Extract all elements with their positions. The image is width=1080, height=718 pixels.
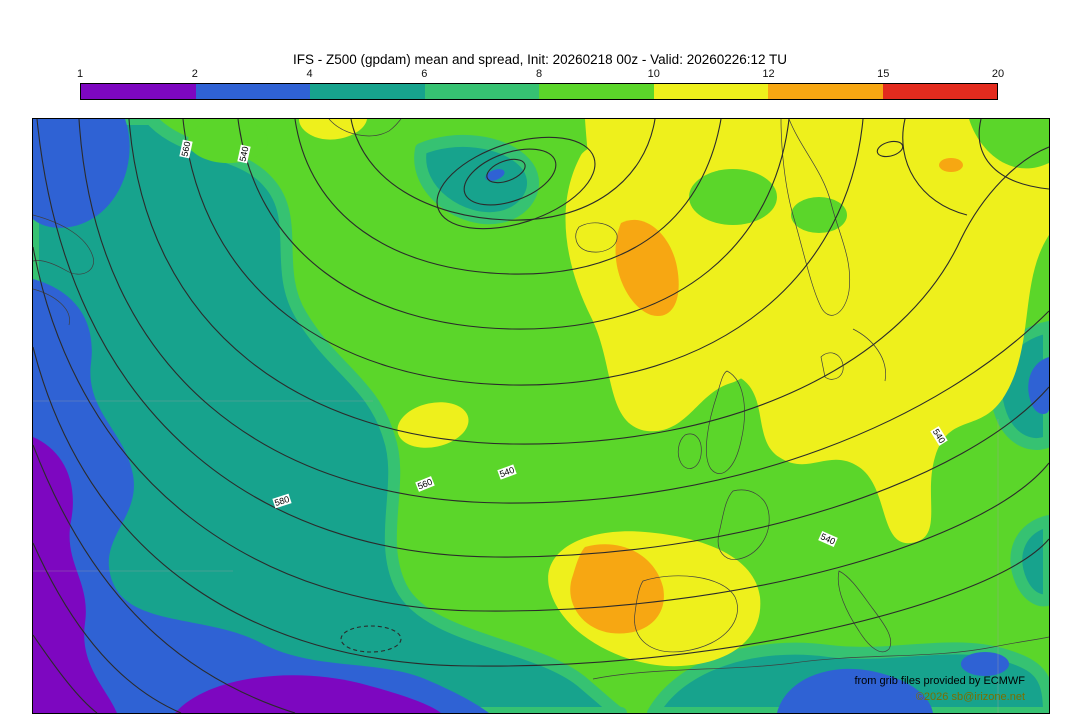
coastlines	[33, 119, 1049, 680]
colorbar-tick: 10	[647, 68, 660, 80]
graticule	[33, 400, 999, 713]
contour-label: 560	[415, 476, 435, 493]
credits-copyright: ©2026 sb@irizone.net	[915, 691, 1025, 703]
colorbar-tick: 8	[535, 68, 543, 80]
colorbar-tick: 12	[762, 68, 775, 80]
colorbar-tick: 1	[76, 68, 84, 80]
page-title: IFS - Z500 (gpdam) mean and spread, Init…	[292, 52, 788, 67]
colorbar-segment-12-15	[768, 84, 883, 99]
contour-label: 560	[179, 139, 194, 159]
colorbar-segment-1-2	[81, 84, 196, 99]
contour-label: 580	[272, 493, 292, 509]
colorbar-segment-10-12	[653, 84, 768, 99]
colorbar-segment-6-8	[424, 84, 539, 99]
credits-source: from grib files provided by ECMWF	[854, 675, 1025, 687]
colorbar-segment-15-20	[882, 84, 997, 99]
colorbar-wrap: 1 2 4 6 8 10 12 15 20	[76, 68, 1004, 100]
colorbar-tick: 4	[306, 68, 313, 80]
colorbar-tick: 2	[191, 68, 198, 80]
colorbar-segment-4-6	[310, 84, 425, 99]
contour-lines	[33, 119, 1049, 713]
colorbar-tick: 20	[991, 68, 1005, 80]
map-frame: 560 540 580 560 540 540 540 from grib files pr…	[32, 118, 1050, 714]
contour-label: 540	[237, 144, 251, 164]
contour-labels: 560 540 580 560 540 540 540	[33, 119, 1049, 713]
colorbar	[80, 83, 998, 100]
contour-label: 540	[817, 530, 838, 547]
contour-label: 540	[497, 464, 518, 481]
colorbar-segment-8-10	[539, 84, 654, 99]
colorbar-ticks: 1 2 4 6 8 10 12 15 20	[76, 68, 1004, 81]
colorbar-segment-2-4	[195, 84, 310, 99]
contour-label: 540	[930, 426, 949, 447]
colorbar-tick: 15	[877, 68, 890, 80]
colorbar-tick: 6	[421, 68, 428, 80]
